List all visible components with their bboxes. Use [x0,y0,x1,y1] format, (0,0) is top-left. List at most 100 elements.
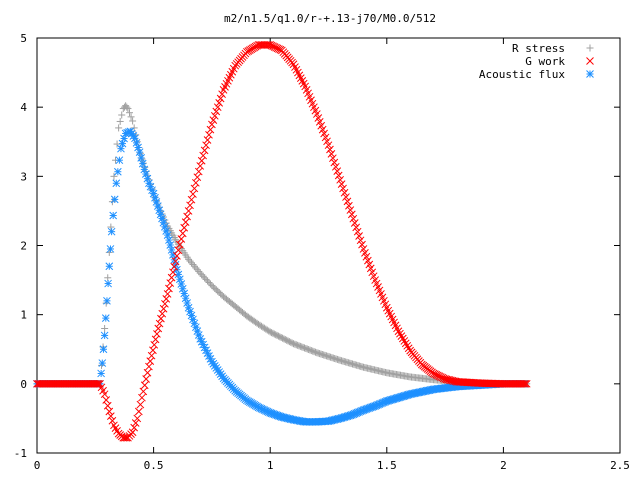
y-tick-label: 4 [20,101,27,114]
data-point [447,376,455,385]
data-point [131,134,139,143]
data-point [106,245,115,253]
data-point [161,299,169,308]
data-point [202,275,210,283]
data-point [162,295,171,303]
legend-marker [586,57,594,65]
data-point [147,351,156,360]
data-point [103,296,111,305]
data-point [345,201,353,210]
data-point [129,117,137,125]
data-point [520,379,528,388]
data-point [193,266,201,274]
data-point [396,329,404,338]
data-point [93,379,102,388]
data-point [186,257,194,265]
data-point [441,375,449,383]
data-point [208,120,216,129]
data-point [350,219,359,227]
data-point [143,174,152,183]
data-point [166,279,175,287]
data-point [201,274,209,282]
y-tick-label: 3 [20,170,27,183]
data-point [342,193,350,201]
data-point [330,158,339,167]
data-point [130,124,138,132]
data-point [167,273,176,282]
data-point [189,261,197,269]
data-point [186,201,194,210]
data-point [123,103,131,111]
data-point [205,130,213,139]
x-tick-label: 1.5 [377,459,397,472]
data-point [181,294,190,303]
data-point [204,277,212,285]
data-point [99,345,108,354]
data-point [143,368,152,377]
data-point [132,139,141,147]
data-point [184,207,193,215]
data-point [149,346,157,355]
data-point [192,264,200,272]
data-point [439,374,448,383]
data-point [400,337,409,345]
data-point [324,141,333,150]
series-layer [33,41,531,442]
data-point [213,103,222,112]
data-point [140,381,149,390]
data-point [115,124,123,132]
data-point [105,262,114,271]
data-point [98,359,107,367]
data-point [521,379,530,388]
x-tick-label: 0 [34,459,41,472]
data-point [139,387,148,396]
data-point [192,178,200,187]
data-point [133,414,142,423]
y-axis: -1 0 1 2 3 4 5 [14,32,620,460]
data-point [105,407,114,416]
data-point [135,148,144,156]
data-point [166,241,175,249]
data-point [189,190,197,198]
data-point [196,269,204,277]
data-point [107,227,116,236]
data-point [210,111,219,120]
data-point [206,125,215,134]
data-point [199,272,207,280]
data-point [115,156,124,165]
data-point [206,280,214,288]
data-point [216,94,225,103]
data-point [113,167,122,176]
legend-label: G work [525,55,565,68]
legend-marker [586,70,594,78]
data-point [110,195,119,204]
legend-marker [586,44,594,52]
data-point [343,197,352,206]
data-point [180,223,189,232]
data-point [151,335,160,344]
data-point [155,319,164,328]
data-point [128,428,137,437]
data-point [177,235,186,243]
data-point [110,172,118,180]
data-point [109,211,118,220]
y-tick-label: 1 [20,309,27,322]
data-point [178,284,187,293]
data-point [102,396,111,404]
data-point [174,246,183,255]
legend-label: Acoustic flux [479,68,565,81]
data-point [195,267,203,275]
data-point [326,145,334,154]
data-point [264,41,273,49]
data-point [187,195,196,204]
data-point [336,175,345,184]
data-point [112,179,121,188]
data-point [349,214,358,223]
data-point [103,401,112,410]
data-point [138,159,147,168]
data-point [398,334,407,343]
data-point [190,184,199,193]
data-point [142,375,150,383]
data-point [174,270,183,279]
